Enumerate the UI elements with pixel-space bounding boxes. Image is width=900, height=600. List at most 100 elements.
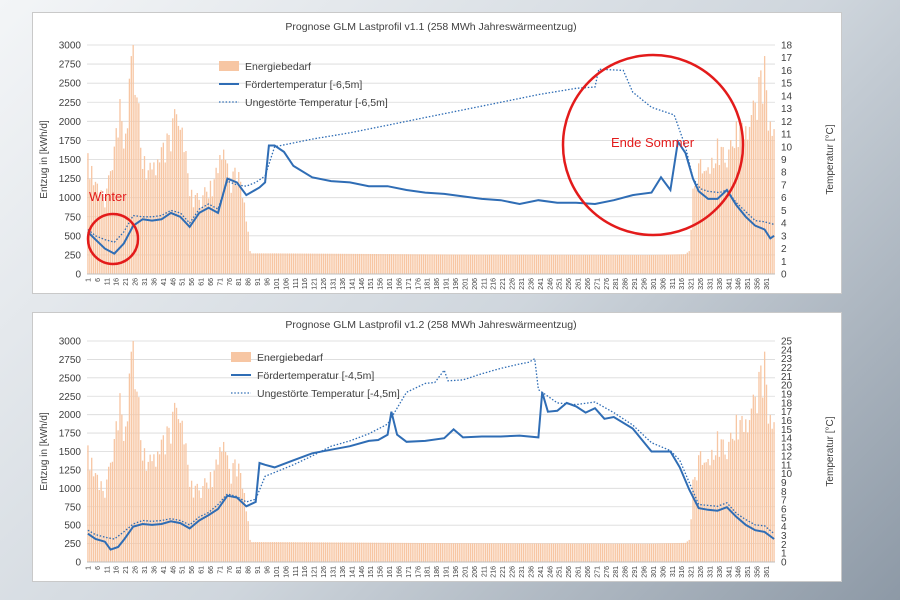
bar <box>511 254 513 274</box>
bar <box>430 543 432 562</box>
bar <box>549 543 551 562</box>
bar <box>126 421 129 562</box>
bar <box>351 542 353 562</box>
bar <box>592 543 594 562</box>
x-tick-label: 156 <box>378 278 385 290</box>
x-tick-label: 191 <box>444 566 451 578</box>
bar <box>330 253 332 274</box>
bar <box>270 542 272 562</box>
x-tick-label: 211 <box>481 566 488 577</box>
bar <box>287 542 289 562</box>
bar <box>315 542 317 562</box>
bar <box>232 171 234 274</box>
bar <box>492 254 494 274</box>
bar <box>145 179 148 274</box>
x-tick-label: 151 <box>368 278 375 290</box>
bar <box>688 251 690 274</box>
y-tick-label: 0 <box>75 558 81 569</box>
bar <box>596 543 598 562</box>
bar <box>270 253 272 274</box>
bar <box>392 254 394 274</box>
bar <box>464 254 466 274</box>
y-right-tick-label: 4 <box>781 522 787 533</box>
bar <box>613 543 615 562</box>
legend-label: Fördertemperatur [-6,5m] <box>245 79 362 91</box>
y-tick-label: 2750 <box>59 60 82 71</box>
bar <box>215 167 217 274</box>
x-tick-label: 86 <box>246 278 253 286</box>
y-tick-label: 2500 <box>59 79 82 90</box>
bar <box>534 543 536 562</box>
bar <box>351 253 353 274</box>
x-tick-label: 336 <box>717 278 724 290</box>
bar <box>354 253 357 274</box>
x-tick-label: 161 <box>387 566 394 578</box>
y-tick-label: 1000 <box>59 484 82 495</box>
bar <box>703 171 705 274</box>
bar <box>528 254 530 274</box>
bar <box>648 543 651 562</box>
bar <box>603 543 606 562</box>
bar <box>469 543 472 562</box>
bar <box>192 207 195 274</box>
bar <box>434 543 436 562</box>
bar <box>241 488 244 562</box>
bar <box>539 543 541 562</box>
bar <box>754 396 756 562</box>
bar <box>503 543 506 562</box>
bar <box>581 254 583 274</box>
bar <box>168 427 170 562</box>
x-tick-label: 266 <box>585 566 592 578</box>
bar <box>675 543 677 562</box>
x-tick-label: 76 <box>227 278 234 286</box>
bar <box>123 148 125 274</box>
bar <box>341 253 344 274</box>
bar <box>575 254 577 274</box>
bar <box>166 133 168 274</box>
bar <box>138 103 140 274</box>
bar <box>558 543 560 562</box>
bar <box>762 103 764 275</box>
x-tick-label: 91 <box>255 566 262 574</box>
bar <box>224 452 227 562</box>
bar <box>733 148 736 274</box>
x-tick-label: 351 <box>745 566 752 578</box>
bar <box>645 543 647 562</box>
bar <box>302 253 304 274</box>
bar <box>681 254 683 274</box>
bar <box>111 170 114 274</box>
line-series-ungestoerte-temperatur <box>87 68 775 243</box>
bar <box>481 254 483 274</box>
x-tick-label: 351 <box>745 278 752 290</box>
x-tick-label: 251 <box>557 566 564 578</box>
bar <box>452 254 455 274</box>
bar <box>739 126 741 274</box>
x-tick-label: 166 <box>396 278 403 290</box>
bar <box>486 543 489 562</box>
x-tick-label: 336 <box>717 566 724 578</box>
bar <box>765 384 768 562</box>
bar <box>400 542 402 562</box>
bar <box>675 254 677 274</box>
x-tick-label: 246 <box>547 278 554 290</box>
bar <box>517 254 519 274</box>
bar <box>699 451 702 562</box>
x-tick-label: 286 <box>623 278 630 290</box>
bar <box>219 447 221 562</box>
bar <box>158 162 161 274</box>
bar <box>552 254 555 274</box>
bar <box>754 102 756 275</box>
bar <box>566 543 568 562</box>
bar <box>185 151 187 274</box>
line-series-ungestoerte-temperatur <box>87 357 775 540</box>
bar <box>454 543 457 562</box>
bar <box>255 542 257 562</box>
bar <box>543 254 545 274</box>
bar <box>730 432 732 562</box>
y-right-tick-label: 17 <box>781 53 793 64</box>
bar <box>428 254 430 274</box>
x-tick-label: 296 <box>641 566 648 578</box>
bar <box>337 253 340 274</box>
bar <box>345 542 347 562</box>
bar <box>735 414 738 562</box>
